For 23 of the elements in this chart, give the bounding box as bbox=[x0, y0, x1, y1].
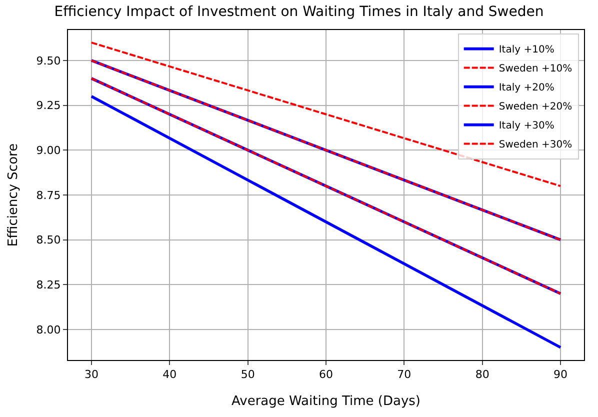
x-tick-label: 40 bbox=[162, 368, 177, 382]
y-tick-label: 8.00 bbox=[36, 323, 61, 336]
x-tick-label: 50 bbox=[240, 368, 255, 382]
legend-label: Italy +10% bbox=[498, 44, 554, 56]
x-axis-title: Average Waiting Time (Days) bbox=[232, 394, 420, 409]
x-tick-label: 70 bbox=[397, 368, 412, 382]
legend-label: Sweden +10% bbox=[498, 64, 572, 75]
y-tick-label: 9.25 bbox=[36, 99, 61, 112]
y-axis-title: Efficiency Score bbox=[6, 143, 22, 247]
legend-label: Italy +20% bbox=[498, 82, 554, 94]
x-tick-label: 90 bbox=[554, 368, 568, 382]
y-tick-label: 9.50 bbox=[36, 54, 61, 68]
legend-label: Sweden +20% bbox=[498, 102, 572, 113]
legend-label: Italy +30% bbox=[498, 120, 554, 132]
legend-label: Sweden +30% bbox=[498, 140, 572, 151]
y-tick-label: 8.75 bbox=[36, 188, 61, 202]
x-tick-label: 80 bbox=[475, 368, 490, 382]
x-tick-label: 60 bbox=[319, 368, 333, 382]
y-tick-label: 8.50 bbox=[36, 234, 61, 247]
y-tick-label: 9.00 bbox=[36, 144, 61, 158]
y-tick-label: 8.25 bbox=[36, 278, 61, 292]
x-tick-label: 30 bbox=[84, 368, 98, 382]
chart-title: Efficiency Impact of Investment on Waiting Times in Italy and Sweden bbox=[54, 4, 544, 20]
